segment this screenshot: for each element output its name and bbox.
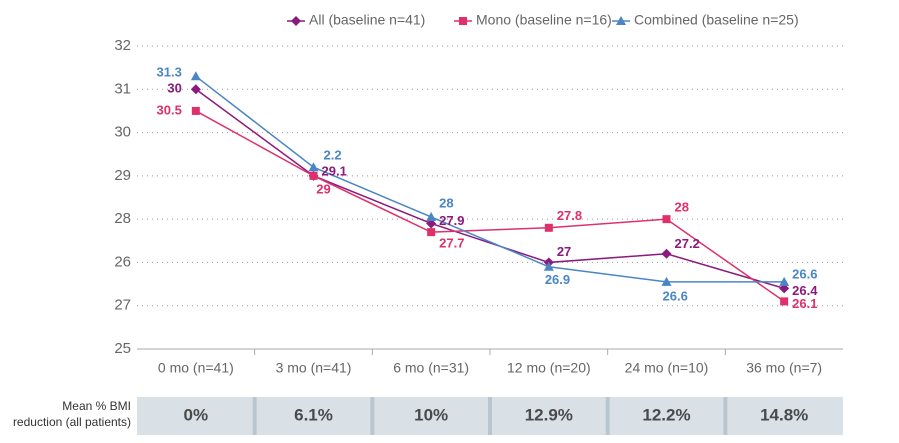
data-label: 28 <box>439 195 453 210</box>
cell-sep <box>252 397 257 435</box>
data-label: 29.1 <box>322 163 347 178</box>
x-tick-label: 36 mo (n=7) <box>746 360 822 376</box>
cell-value: 12.9% <box>525 405 573 424</box>
series-line <box>195 88 785 290</box>
x-tick-label: 6 mo (n=31) <box>393 360 469 376</box>
data-label: 26.6 <box>663 288 688 303</box>
marker <box>780 297 789 306</box>
cell-value: 14.8% <box>760 405 808 424</box>
cell-sep <box>605 397 610 435</box>
marker <box>190 84 201 95</box>
marker <box>662 215 671 224</box>
cell-value: 12.2% <box>642 405 690 424</box>
y-tick-label: 29 <box>114 167 131 184</box>
cell-sep <box>370 397 375 435</box>
marker <box>291 16 301 26</box>
data-label: 27.7 <box>439 236 464 251</box>
table-cell <box>137 397 255 435</box>
x-tick-label: 24 mo (n=10) <box>625 360 709 376</box>
legend-label: Combined (baseline n=25) <box>634 12 799 28</box>
y-tick-label: 25 <box>114 340 131 357</box>
marker <box>661 248 672 259</box>
data-label: 27.8 <box>557 208 582 223</box>
cell-value: 0% <box>184 405 209 424</box>
data-label: 2.2 <box>324 148 342 163</box>
data-label: 30.5 <box>157 102 182 117</box>
y-tick-label: 28 <box>114 210 131 227</box>
marker <box>661 276 672 286</box>
x-tick-label: 3 mo (n=41) <box>276 360 352 376</box>
data-label: 26.4 <box>792 283 818 298</box>
marker <box>543 261 554 271</box>
y-tick-label: 31 <box>114 80 131 97</box>
data-label: 26.1 <box>792 296 817 311</box>
y-tick-label: 26 <box>114 253 131 270</box>
marker <box>426 211 437 221</box>
marker <box>427 228 436 237</box>
data-label: 28 <box>675 200 689 215</box>
x-tick-label: 12 mo (n=20) <box>507 360 591 376</box>
cell-sep <box>723 397 728 435</box>
marker <box>309 171 318 180</box>
marker <box>191 106 200 115</box>
legend-label: All (baseline n=41) <box>309 12 425 28</box>
table-cell <box>254 397 373 435</box>
table-cell <box>372 397 490 435</box>
table-cell <box>725 397 843 435</box>
row-label: reduction (all patients) <box>13 415 131 429</box>
y-tick-label: 32 <box>114 37 131 54</box>
data-label: 27.9 <box>439 213 464 228</box>
legend-label: Mono (baseline n=16) <box>476 12 612 28</box>
series-line <box>195 110 785 303</box>
series-line <box>195 75 785 283</box>
marker <box>616 16 626 25</box>
data-label: 31.3 <box>157 65 182 80</box>
marker <box>544 223 553 232</box>
cell-value: 10% <box>414 405 448 424</box>
cell-value: 6.1% <box>294 405 333 424</box>
x-tick-label: 0 mo (n=41) <box>158 360 234 376</box>
data-label: 26.9 <box>545 272 570 287</box>
row-label: Mean % BMI <box>62 399 131 413</box>
marker <box>190 71 201 81</box>
marker <box>308 162 319 172</box>
table-cell <box>607 397 726 435</box>
marker <box>779 276 790 286</box>
marker <box>459 17 467 25</box>
table-cell <box>490 397 608 435</box>
y-tick-label: 27 <box>114 297 131 314</box>
data-label: 29 <box>316 181 330 196</box>
data-label: 27.2 <box>675 236 700 251</box>
data-label: 27 <box>557 244 571 259</box>
cell-sep <box>488 397 492 435</box>
data-label: 26.6 <box>792 266 817 281</box>
y-tick-label: 30 <box>114 124 131 141</box>
data-label: 30 <box>167 81 181 96</box>
